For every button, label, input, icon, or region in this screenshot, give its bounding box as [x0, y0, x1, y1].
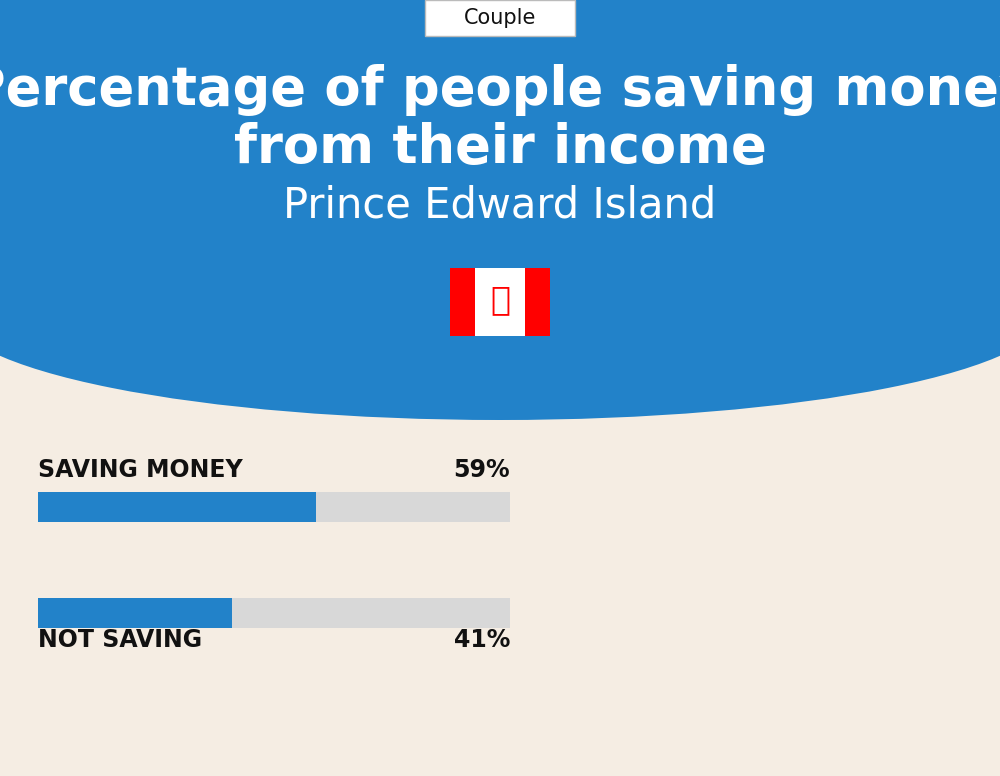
Text: 41%: 41% [454, 628, 510, 652]
Bar [450, 268, 550, 336]
Bar [0, 0, 1000, 310]
Bar [525, 268, 550, 336]
Bar [38, 598, 510, 628]
Text: Prince Edward Island: Prince Edward Island [283, 184, 717, 226]
Text: Percentage of people saving money: Percentage of people saving money [0, 64, 1000, 116]
Text: SAVING MONEY: SAVING MONEY [38, 458, 243, 482]
FancyBboxPatch shape [425, 0, 575, 36]
Text: 59%: 59% [453, 458, 510, 482]
Text: NOT SAVING: NOT SAVING [38, 628, 202, 652]
Text: Couple: Couple [464, 8, 536, 28]
Bar [38, 492, 510, 522]
Bar [450, 268, 475, 336]
Ellipse shape [0, 200, 1000, 420]
Bar [38, 598, 232, 628]
Text: 🍁: 🍁 [490, 283, 510, 317]
Bar [38, 492, 316, 522]
Text: from their income: from their income [234, 122, 766, 174]
